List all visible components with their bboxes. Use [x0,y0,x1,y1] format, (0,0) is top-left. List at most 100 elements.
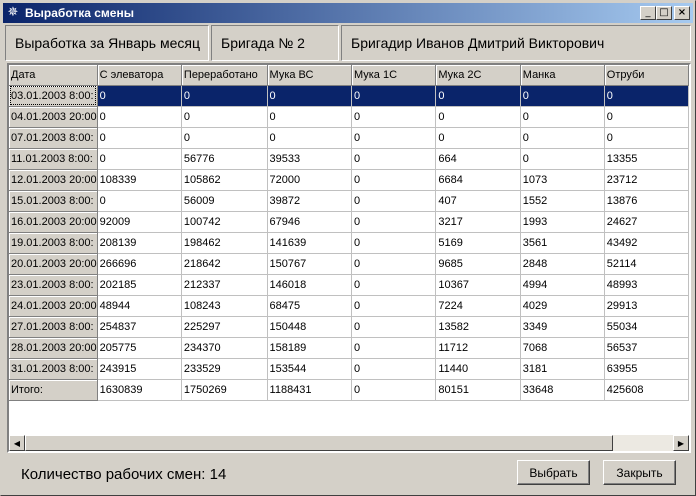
row-date-cell[interactable]: 28.01.2003 20:00 [9,337,98,359]
table-row[interactable]: 11.01.2003 8:00: 0 56776 39533 0 664 0 13355 [9,148,689,170]
table-cell[interactable]: 33648 [520,379,605,401]
select-button[interactable]: Выбрать [517,460,590,485]
close-button[interactable]: Закрыть [603,460,676,485]
row-date-cell[interactable]: Итого: [9,379,98,401]
table-cell[interactable]: 68475 [267,295,352,317]
table-cell[interactable]: 218642 [181,253,268,275]
table-cell[interactable]: 39872 [267,190,352,212]
column-header[interactable]: Манка [520,65,605,86]
column-header[interactable]: Переработано [181,65,268,86]
table-cell[interactable]: 0 [435,127,521,149]
table-row[interactable]: 16.01.2003 20:00 92009 100742 67946 0 3217 199… [9,211,689,233]
table-cell[interactable]: 4994 [520,274,605,296]
table-cell[interactable]: 0 [267,127,352,149]
table-cell[interactable]: 198462 [181,232,268,254]
table-cell[interactable]: 0 [181,106,268,128]
table-row[interactable]: 15.01.2003 8:00: 0 56009 39872 0 407 1552 13876 [9,190,689,212]
column-header[interactable]: Мука ВС [267,65,352,86]
table-cell[interactable]: 205775 [97,337,182,359]
column-header[interactable]: Дата [9,65,98,86]
table-cell[interactable]: 48944 [97,295,182,317]
table-cell[interactable]: 0 [520,148,605,170]
table-cell[interactable]: 4029 [520,295,605,317]
table-cell[interactable]: 29913 [604,295,689,317]
table-cell[interactable]: 0 [97,106,182,128]
table-cell[interactable]: 150767 [267,253,352,275]
table-cell[interactable]: 233529 [181,358,268,380]
table-cell[interactable]: 0 [520,106,605,128]
table-cell[interactable]: 243915 [97,358,182,380]
table-cell[interactable]: 0 [604,85,689,107]
row-date-cell[interactable]: 16.01.2003 20:00 [9,211,98,233]
table-cell[interactable]: 153544 [267,358,352,380]
table-cell[interactable]: 146018 [267,274,352,296]
title-bar[interactable]: ✵ Выработка смены _ □ × [3,3,693,23]
table-row[interactable]: 03.01.2003 8:00: 0 0 0 0 0 0 0 [9,85,689,107]
table-cell[interactable]: 52114 [604,253,689,275]
row-date-cell[interactable]: 07.01.2003 8:00: [9,127,98,149]
table-cell[interactable]: 202185 [97,274,182,296]
table-cell[interactable]: 1993 [520,211,605,233]
row-date-cell[interactable]: 19.01.2003 8:00: [9,232,98,254]
table-cell[interactable]: 0 [181,127,268,149]
table-cell[interactable]: 0 [97,85,182,107]
table-cell[interactable]: 0 [351,316,437,338]
table-cell[interactable]: 0 [604,127,689,149]
table-cell[interactable]: 0 [351,169,437,191]
table-cell[interactable]: 55034 [604,316,689,338]
table-cell[interactable]: 0 [351,85,437,107]
table-cell[interactable]: 48993 [604,274,689,296]
table-cell[interactable]: 1630839 [97,379,182,401]
table-cell[interactable]: 664 [435,148,521,170]
table-cell[interactable]: 0 [351,358,437,380]
table-cell[interactable]: 3181 [520,358,605,380]
table-cell[interactable]: 39533 [267,148,352,170]
table-cell[interactable]: 13355 [604,148,689,170]
table-cell[interactable]: 0 [351,253,437,275]
table-cell[interactable]: 0 [351,127,437,149]
table-cell[interactable]: 150448 [267,316,352,338]
table-cell[interactable]: 67946 [267,211,352,233]
minimize-button[interactable]: _ [640,6,656,20]
column-header[interactable]: Мука 1С [351,65,437,86]
table-cell[interactable]: 407 [435,190,521,212]
table-cell[interactable]: 43492 [604,232,689,254]
table-cell[interactable]: 212337 [181,274,268,296]
table-cell[interactable]: 0 [267,85,352,107]
column-header[interactable]: Отруби [604,65,689,86]
table-cell[interactable]: 105862 [181,169,268,191]
table-cell[interactable]: 141639 [267,232,352,254]
table-cell[interactable]: 0 [97,148,182,170]
row-date-cell[interactable]: 27.01.2003 8:00: [9,316,98,338]
table-cell[interactable]: 234370 [181,337,268,359]
table-cell[interactable]: 11440 [435,358,521,380]
table-cell[interactable]: 7068 [520,337,605,359]
table-cell[interactable]: 0 [351,379,437,401]
table-cell[interactable]: 266696 [97,253,182,275]
table-cell[interactable]: 92009 [97,211,182,233]
scroll-left-icon[interactable]: ◀ [9,435,25,451]
row-date-cell[interactable]: 04.01.2003 20:00 [9,106,98,128]
table-row[interactable]: 20.01.2003 20:00 266696 218642 150767 0 9685 2… [9,253,689,275]
column-header[interactable]: С элеватора [97,65,182,86]
table-row[interactable]: 23.01.2003 8:00: 202185 212337 146018 0 10367… [9,274,689,296]
table-row[interactable]: 07.01.2003 8:00: 0 0 0 0 0 0 0 [9,127,689,149]
column-header[interactable]: Мука 2С [435,65,521,86]
table-cell[interactable]: 5169 [435,232,521,254]
table-cell[interactable]: 0 [351,232,437,254]
table-cell[interactable]: 158189 [267,337,352,359]
table-cell[interactable]: 24627 [604,211,689,233]
close-window-button[interactable]: × [674,6,690,20]
table-cell[interactable]: 56009 [181,190,268,212]
table-cell[interactable]: 208139 [97,232,182,254]
table-cell[interactable]: 3349 [520,316,605,338]
table-cell[interactable]: 0 [351,295,437,317]
table-cell[interactable]: 1552 [520,190,605,212]
table-cell[interactable]: 0 [181,85,268,107]
row-date-cell[interactable]: 31.01.2003 8:00: [9,358,98,380]
table-row[interactable]: 19.01.2003 8:00: 208139 198462 141639 0 5169 3… [9,232,689,254]
scroll-right-icon[interactable]: ▶ [673,435,689,451]
table-cell[interactable]: 0 [351,211,437,233]
row-date-cell[interactable]: 03.01.2003 8:00: [9,85,98,107]
table-cell[interactable]: 254837 [97,316,182,338]
